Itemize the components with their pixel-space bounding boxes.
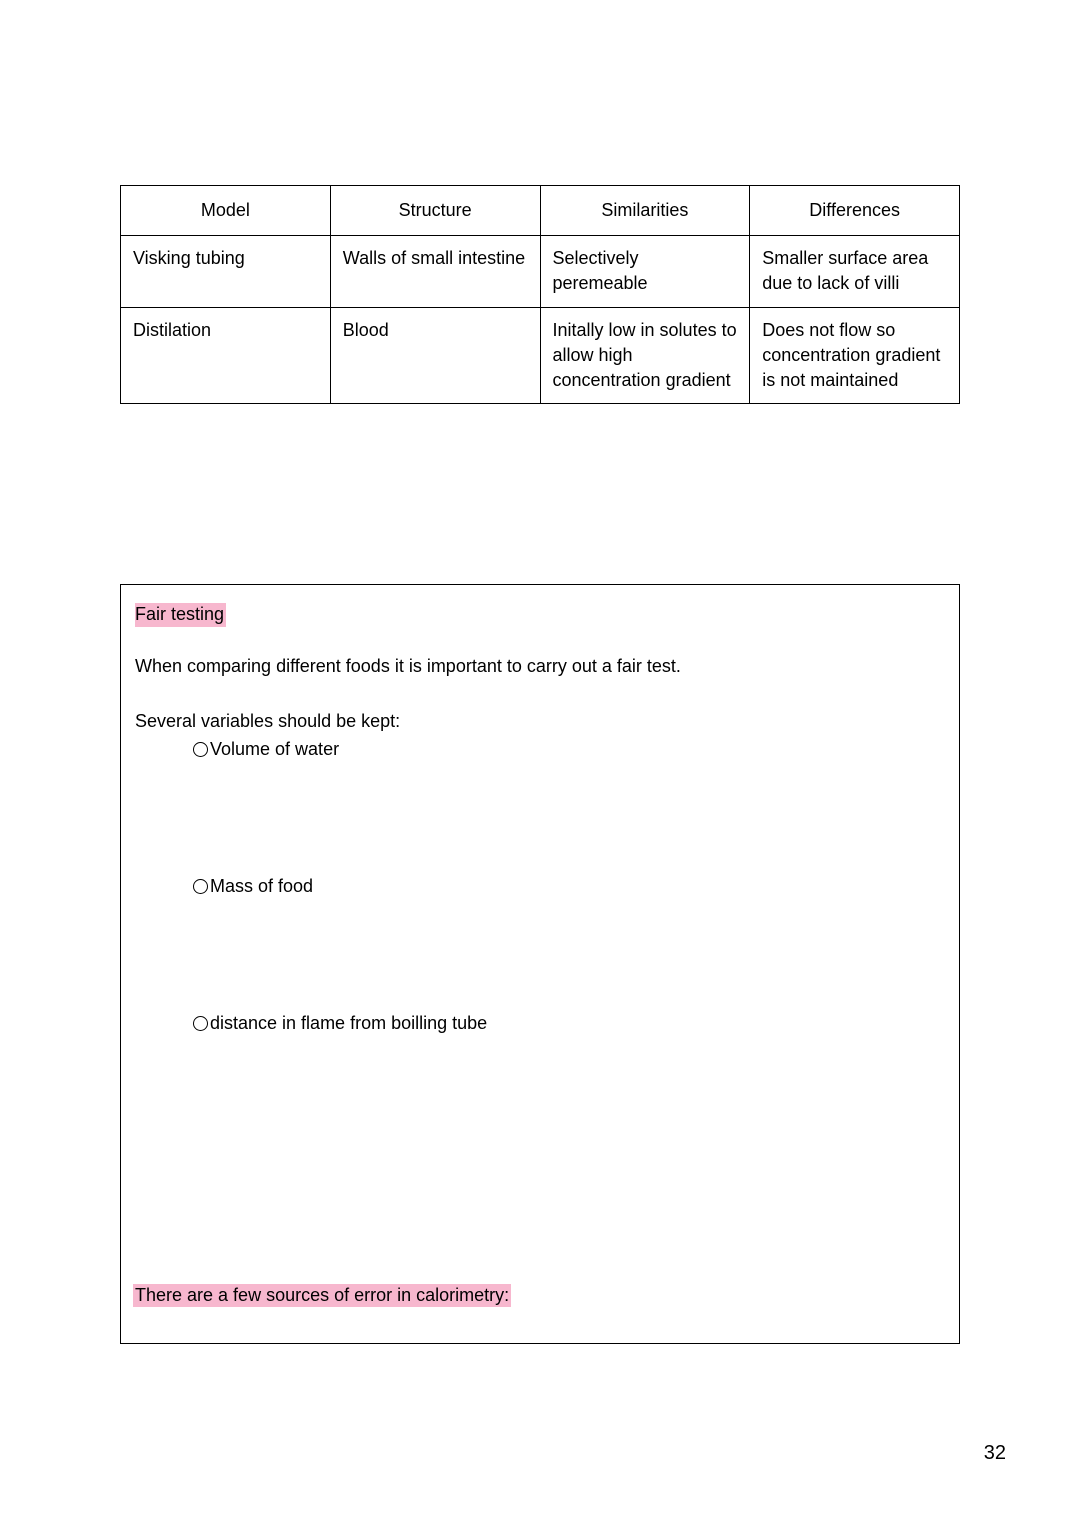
cell-structure: Walls of small intestine	[330, 236, 540, 307]
table-header-structure: Structure	[330, 186, 540, 236]
table-header-model: Model	[121, 186, 331, 236]
variables-label: Several variables should be kept:	[135, 708, 945, 735]
section-intro: When comparing different foods it is imp…	[135, 653, 945, 680]
bullet-item: distance in flame from boilling tube	[193, 1013, 945, 1034]
bullet-text: distance in flame from boilling tube	[210, 1013, 487, 1034]
page-number: 32	[984, 1442, 1006, 1465]
cell-structure: Blood	[330, 307, 540, 404]
cell-differences: Smaller surface area due to lack of vill…	[750, 236, 960, 307]
cell-similarities: Selectively peremeable	[540, 236, 750, 307]
cell-similarities: Initally low in solutes to allow high co…	[540, 307, 750, 404]
bullet-text: Volume of water	[210, 739, 339, 760]
cell-model: Distilation	[121, 307, 331, 404]
bullet-text: Mass of food	[210, 876, 313, 897]
circle-icon	[193, 1016, 208, 1031]
cell-model: Visking tubing	[121, 236, 331, 307]
page: Model Structure Similarities Differences…	[0, 0, 1080, 1525]
section-heading: Fair testing	[135, 603, 226, 626]
circle-icon	[193, 879, 208, 894]
table-header-similarities: Similarities	[540, 186, 750, 236]
table-row: Distilation Blood Initally low in solute…	[121, 307, 960, 404]
table-header-differences: Differences	[750, 186, 960, 236]
comparison-table: Model Structure Similarities Differences…	[120, 185, 960, 404]
fair-testing-section: Fair testing When comparing different fo…	[120, 584, 960, 1344]
cell-differences: Does not flow so concentration gradient …	[750, 307, 960, 404]
table-row: Visking tubing Walls of small intestine …	[121, 236, 960, 307]
circle-icon	[193, 742, 208, 757]
error-sources-line: There are a few sources of error in calo…	[133, 1284, 511, 1307]
bullet-item: Mass of food	[193, 876, 945, 897]
table-header-row: Model Structure Similarities Differences	[121, 186, 960, 236]
bullet-item: Volume of water	[193, 739, 945, 760]
